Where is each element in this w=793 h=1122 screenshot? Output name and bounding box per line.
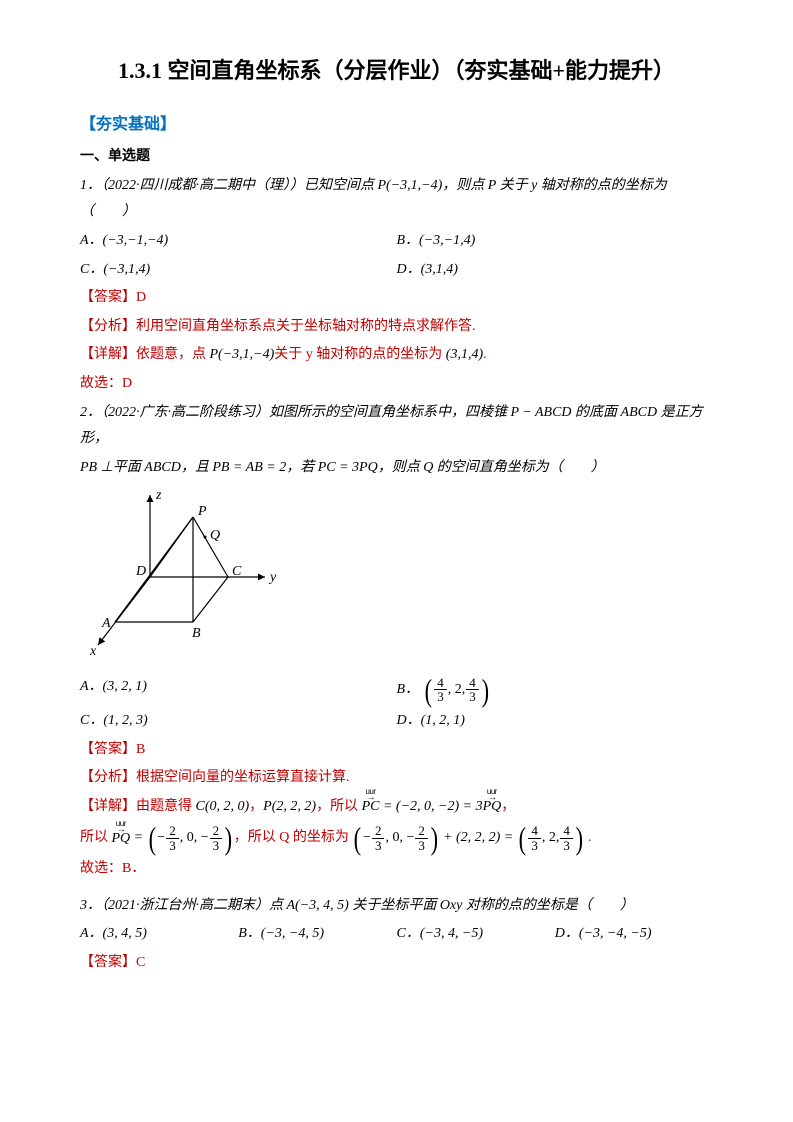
section-basic-heading: 【夯实基础】 bbox=[80, 110, 713, 140]
q2-analysis: 【分析】根据空间向量的坐标运算直接计算. bbox=[80, 765, 713, 792]
svg-text:Q: Q bbox=[210, 528, 220, 543]
q2-d2-paren2: (−23, 0, −23) bbox=[352, 822, 439, 854]
q1-answer: 【答案】D bbox=[80, 285, 713, 312]
svg-text:z: z bbox=[155, 488, 162, 503]
q2-d1g: ， bbox=[501, 799, 515, 814]
q2-d1d: P(2, 2, 2) bbox=[263, 799, 316, 814]
q1-option-c: C．(−3,1,4) bbox=[80, 257, 397, 284]
q2-answer: 【答案】B bbox=[80, 737, 713, 764]
q2-detail-1: 【详解】由题意得 C(0, 2, 0)，P(2, 2, 2)，所以 PCuur … bbox=[80, 794, 713, 821]
q2-figure-svg: z y x P Q D C A B bbox=[80, 487, 290, 657]
page-title: 1.3.1 空间直角坐标系（分层作业）（夯实基础+能力提升） bbox=[80, 50, 713, 92]
q1-detail-pt: P(−3,1,−4) bbox=[210, 347, 275, 362]
q2-detail-2: 所以 PQuur = (−23, 0, −23) ，所以 Q 的坐标为 (−23… bbox=[80, 822, 713, 854]
q2-d2-paren1: (−23, 0, −23) bbox=[147, 822, 234, 854]
q2-optb-pre: B． bbox=[397, 682, 420, 697]
q1-option-a: A．(−3,−1,−4) bbox=[80, 228, 397, 255]
q1-detail-end: . bbox=[483, 347, 487, 362]
q3-option-b: B．(−3, −4, 5) bbox=[238, 921, 396, 948]
svg-text:C: C bbox=[232, 564, 242, 579]
q3-stem: 3．（2021·浙江台州·高二期末）点 A(−3, 4, 5) 关于坐标平面 O… bbox=[80, 893, 713, 920]
q2-d2d: + (2, 2, 2) = bbox=[440, 831, 517, 846]
q1-detail-res: (3,1,4) bbox=[446, 347, 483, 362]
q2-d2c: ，所以 Q 的坐标为 bbox=[234, 831, 353, 846]
q2-options-row1: A．(3, 2, 1) B． ( 43 , 2, 43 ) bbox=[80, 674, 713, 706]
q1-so: 故选：D bbox=[80, 371, 713, 398]
vec-pq-1: PQuur bbox=[483, 794, 502, 821]
q1-options-row1: A．(−3,−1,−4) B．(−3,−1,4) bbox=[80, 228, 713, 255]
q2-stem-b: PB ⊥平面 ABCD，且 PB = AB = 2，若 PC = 3PQ，则点 … bbox=[80, 455, 713, 482]
q3-option-d: D．(−3, −4, −5) bbox=[555, 921, 713, 948]
q3-answer: 【答案】C bbox=[80, 950, 713, 977]
vec-pc: PCuur bbox=[362, 794, 380, 821]
q2-option-d: D．(1, 2, 1) bbox=[397, 708, 714, 735]
q2-option-c: C．(1, 2, 3) bbox=[80, 708, 397, 735]
q2-optb-paren: ( 43 , 2, 43 ) bbox=[423, 674, 491, 706]
q2-d2e: . bbox=[585, 831, 592, 846]
q2-so: 故选：B． bbox=[80, 856, 713, 883]
q2-stem-a: 2．（2022·广东·高二阶段练习）如图所示的空间直角坐标系中，四棱锥 P − … bbox=[80, 400, 713, 453]
q1-stem: 1．（2022·四川成都·高二期中（理））已知空间点 P(−3,1,−4)，则点… bbox=[80, 173, 713, 226]
q1-detail-mid: 关于 y 轴对称的点的坐标为 bbox=[274, 347, 446, 362]
q1-option-b: B．(−3,−1,4) bbox=[397, 228, 714, 255]
svg-text:x: x bbox=[89, 644, 97, 657]
svg-text:y: y bbox=[268, 570, 277, 585]
q2-figure: z y x P Q D C A B bbox=[80, 487, 713, 668]
svg-text:A: A bbox=[101, 616, 111, 631]
q1-detail-pre: 【详解】依题意，点 bbox=[80, 347, 210, 362]
q2-d2-paren3: (43, 2, 43) bbox=[517, 822, 585, 854]
q1-detail: 【详解】依题意，点 P(−3,1,−4)关于 y 轴对称的点的坐标为 (3,1,… bbox=[80, 342, 713, 369]
svg-text:P: P bbox=[197, 504, 207, 519]
q1-option-d: D．(3,1,4) bbox=[397, 257, 714, 284]
q2-d1f: = (−2, 0, −2) = 3 bbox=[379, 799, 482, 814]
q2-option-b: B． ( 43 , 2, 43 ) bbox=[397, 674, 714, 706]
q1-options-row2: C．(−3,1,4) D．(3,1,4) bbox=[80, 257, 713, 284]
q2-d2a: 所以 bbox=[80, 831, 112, 846]
q3-option-c: C．(−3, 4, −5) bbox=[397, 921, 555, 948]
q3-options: A．(3, 4, 5) B．(−3, −4, 5) C．(−3, 4, −5) … bbox=[80, 921, 713, 948]
q1-stem-text: 1．（2022·四川成都·高二期中（理））已知空间点 P(−3,1,−4)，则点… bbox=[80, 178, 667, 220]
svg-text:D: D bbox=[135, 564, 146, 579]
q2-d2b: = bbox=[130, 831, 146, 846]
q3-option-a: A．(3, 4, 5) bbox=[80, 921, 238, 948]
q2-d1b: C(0, 2, 0) bbox=[196, 799, 250, 814]
q1-analysis: 【分析】利用空间直角坐标系点关于坐标轴对称的特点求解作答. bbox=[80, 314, 713, 341]
vec-pq-2: PQuur bbox=[112, 826, 131, 853]
q2-option-a: A．(3, 2, 1) bbox=[80, 674, 397, 706]
q2-d1c: ， bbox=[249, 799, 263, 814]
q2-d1a: 【详解】由题意得 bbox=[80, 799, 196, 814]
part1-heading: 一、单选题 bbox=[80, 144, 713, 171]
q2-d1e: ，所以 bbox=[316, 799, 362, 814]
q2-options-row2: C．(1, 2, 3) D．(1, 2, 1) bbox=[80, 708, 713, 735]
svg-text:B: B bbox=[192, 626, 201, 641]
